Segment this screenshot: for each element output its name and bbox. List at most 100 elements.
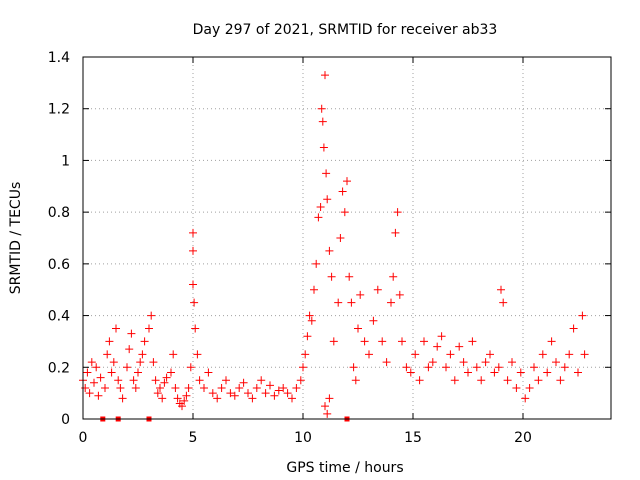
data-point — [323, 409, 332, 418]
data-point — [105, 337, 114, 346]
data-point — [96, 373, 105, 382]
y-tick-label: 1.2 — [48, 102, 70, 118]
data-point — [190, 298, 199, 307]
data-point — [318, 117, 327, 126]
axis-ticks — [82, 56, 611, 420]
data-point — [321, 402, 329, 411]
data-point — [325, 246, 334, 255]
y-axis-label: SRMTID / TECUs — [8, 182, 24, 295]
data-point — [81, 383, 90, 392]
data-point — [391, 228, 400, 237]
data-point — [395, 290, 404, 299]
data-point — [160, 378, 169, 387]
data-point — [125, 345, 134, 354]
data-point — [252, 383, 261, 392]
data-point — [138, 350, 147, 359]
data-point — [543, 368, 552, 377]
data-point — [158, 394, 167, 403]
data-point — [189, 228, 197, 237]
data-point — [574, 368, 582, 377]
data-point — [415, 376, 424, 385]
data-point — [521, 394, 530, 403]
data-point — [321, 71, 329, 80]
data-point — [468, 337, 477, 346]
data-point — [191, 324, 200, 333]
data-point — [369, 316, 378, 325]
data-point — [389, 272, 398, 281]
data-point — [288, 394, 296, 403]
y-tick-label: 0.2 — [48, 360, 70, 376]
data-point — [193, 350, 202, 359]
data-point — [319, 143, 328, 152]
data-point — [147, 311, 156, 320]
data-point — [178, 402, 186, 411]
data-point — [329, 337, 338, 346]
data-point — [310, 285, 318, 294]
data-points — [79, 71, 589, 422]
data-point — [114, 376, 123, 385]
y-tick-label: 0.4 — [48, 309, 70, 325]
data-point — [92, 363, 101, 372]
data-point — [490, 368, 499, 377]
data-point — [116, 383, 125, 392]
x-tick-label: 5 — [189, 430, 198, 446]
data-point — [226, 389, 235, 398]
data-point — [213, 394, 222, 403]
data-point — [534, 376, 543, 385]
data-point — [340, 208, 349, 217]
data-point — [428, 358, 437, 367]
data-point — [477, 376, 486, 385]
data-point — [266, 381, 274, 390]
data-point — [244, 389, 252, 398]
data-point — [316, 202, 325, 211]
data-point — [307, 316, 316, 325]
data-point — [317, 104, 326, 113]
data-point — [85, 389, 94, 398]
data-point — [314, 213, 323, 222]
data-point — [494, 363, 503, 372]
data-point — [217, 383, 226, 392]
data-point — [189, 280, 197, 289]
data-point — [497, 285, 505, 294]
data-point — [516, 368, 525, 377]
data-point — [486, 350, 494, 359]
data-point — [136, 358, 145, 367]
x-tick-label: 15 — [404, 430, 422, 446]
data-point — [393, 208, 402, 217]
data-point — [459, 358, 468, 367]
data-point — [83, 368, 92, 377]
data-point — [325, 394, 334, 403]
data-point — [180, 396, 189, 405]
data-point — [112, 324, 120, 333]
data-point — [464, 368, 472, 377]
data-point — [257, 376, 266, 385]
data-point — [239, 378, 248, 387]
data-point — [305, 311, 314, 320]
data-point — [90, 378, 98, 387]
data-point — [162, 373, 171, 382]
data-point — [153, 389, 162, 398]
data-point — [118, 394, 127, 403]
data-point — [351, 376, 360, 385]
data-point — [145, 324, 153, 333]
data-point — [442, 363, 450, 372]
data-point — [354, 324, 362, 333]
grid — [83, 57, 611, 419]
data-point — [195, 376, 204, 385]
data-point — [103, 350, 112, 359]
data-point — [173, 394, 182, 403]
y-tick-label: 0 — [61, 412, 70, 428]
data-point — [446, 350, 455, 359]
y-tick-label: 1.4 — [48, 50, 70, 66]
data-point — [123, 363, 131, 372]
data-point — [171, 383, 180, 392]
data-point — [508, 358, 516, 367]
data-point — [580, 350, 589, 359]
data-point — [323, 195, 332, 204]
data-point — [149, 358, 158, 367]
data-point — [274, 386, 283, 395]
data-point — [387, 298, 395, 307]
data-point — [382, 358, 391, 367]
data-point — [94, 391, 103, 400]
